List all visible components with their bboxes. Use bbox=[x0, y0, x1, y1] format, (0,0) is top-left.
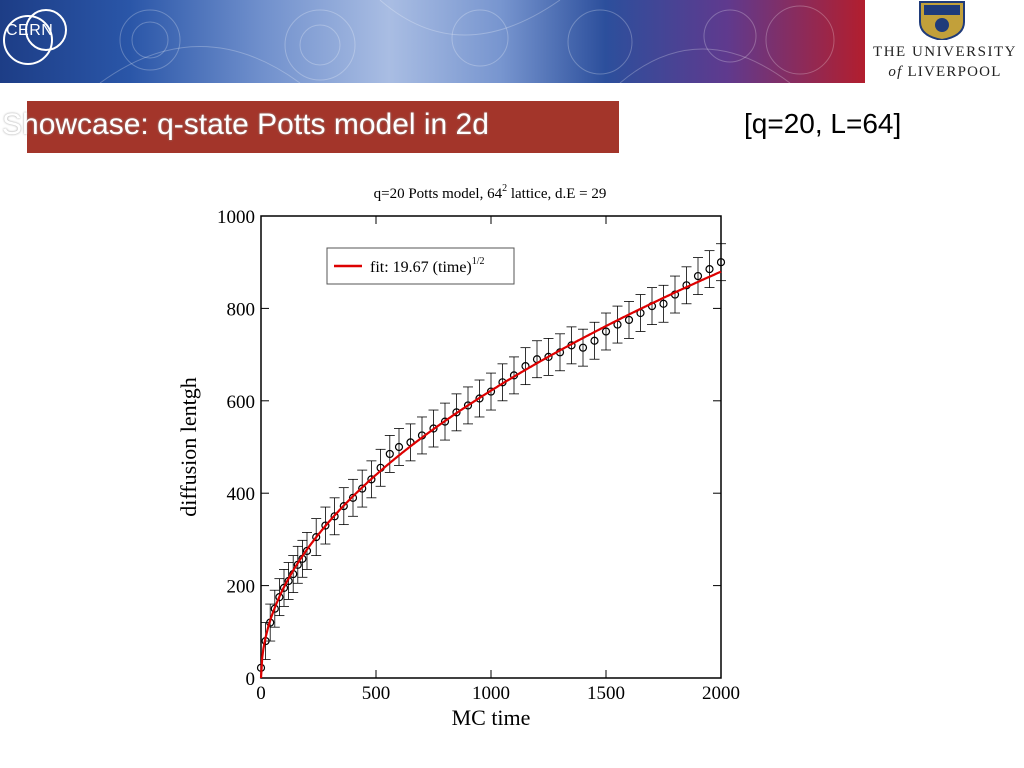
university-line-1: THE UNIVERSITY bbox=[873, 44, 1017, 60]
point-marker bbox=[275, 593, 284, 602]
y-tick-label: 800 bbox=[227, 299, 256, 320]
x-tick-label: 0 bbox=[256, 683, 266, 704]
point-marker bbox=[659, 299, 668, 308]
data-point bbox=[384, 435, 395, 473]
legend-label-sup: 1/2 bbox=[472, 256, 485, 267]
point-marker bbox=[429, 424, 438, 433]
data-point bbox=[520, 347, 531, 386]
data-point bbox=[555, 333, 565, 372]
x-axis-label: MC time bbox=[452, 705, 531, 730]
y-tick-label: 200 bbox=[227, 577, 256, 598]
x-tick-label: 1500 bbox=[587, 683, 625, 704]
university-name: LIVERPOOL bbox=[907, 64, 1002, 80]
data-points bbox=[256, 243, 726, 672]
data-point bbox=[601, 312, 611, 351]
point-marker bbox=[440, 417, 450, 426]
data-point bbox=[704, 250, 715, 289]
slide-title: Showcase: q-state Potts model in 2d bbox=[2, 108, 489, 141]
point-marker bbox=[302, 546, 312, 556]
point-marker bbox=[348, 493, 358, 502]
y-tick-label: 400 bbox=[227, 484, 256, 505]
chart-title: q=20 Potts model, 642 lattice, d.E = 29 bbox=[374, 183, 607, 202]
point-marker bbox=[339, 502, 348, 511]
cern-label: CERN bbox=[6, 22, 54, 39]
university-of: of bbox=[888, 64, 903, 80]
fit-line bbox=[259, 270, 722, 679]
data-point bbox=[589, 321, 600, 360]
plot-frame bbox=[260, 215, 722, 679]
data-point bbox=[283, 562, 294, 600]
chart: q=20 Potts model, 642 lattice, d.E = 29 … bbox=[176, 183, 740, 730]
data-point bbox=[578, 328, 588, 367]
point-marker bbox=[716, 258, 726, 267]
slide-subtitle: [q=20, L=64] bbox=[744, 108, 902, 139]
data-point bbox=[693, 257, 703, 295]
cern-logo bbox=[3, 9, 67, 65]
point-marker bbox=[367, 475, 376, 484]
x-tick-label: 1000 bbox=[472, 683, 510, 704]
header-banner: CERN bbox=[0, 0, 865, 83]
point-marker bbox=[385, 449, 394, 459]
point-marker bbox=[624, 315, 634, 325]
legend-label: fit: 19.67 (time)1/2 bbox=[370, 256, 485, 276]
data-point bbox=[624, 301, 634, 339]
data-point bbox=[658, 284, 669, 323]
point-marker bbox=[330, 512, 339, 521]
point-marker bbox=[475, 394, 484, 403]
point-marker bbox=[693, 271, 703, 281]
title-bar bbox=[27, 101, 619, 153]
y-tick-label: 0 bbox=[246, 669, 256, 690]
legend-label-main: fit: 19.67 (time) bbox=[370, 259, 472, 276]
point-marker bbox=[394, 442, 404, 452]
x-tick-label: 500 bbox=[362, 683, 391, 704]
point-marker bbox=[321, 521, 330, 530]
y-tick-label: 1000 bbox=[217, 207, 255, 228]
data-point bbox=[394, 428, 404, 466]
y-tick-label: 600 bbox=[227, 392, 256, 413]
point-marker bbox=[463, 401, 473, 410]
tick-labels: 0 500 1000 1500 2000 0 200 400 600 800 1000 bbox=[217, 207, 740, 704]
data-point bbox=[635, 294, 646, 332]
point-marker bbox=[705, 265, 714, 274]
data-point bbox=[532, 340, 542, 379]
point-marker bbox=[544, 352, 553, 362]
university-logo: THE UNIVERSITY of LIVERPOOL bbox=[866, 0, 1024, 88]
university-line-2: of LIVERPOOL bbox=[866, 64, 1024, 81]
point-marker bbox=[279, 583, 289, 593]
point-marker bbox=[578, 343, 588, 352]
data-point bbox=[405, 423, 416, 462]
legend: fit: 19.67 (time)1/2 bbox=[326, 247, 515, 285]
grid-ticks bbox=[260, 215, 722, 679]
point-marker bbox=[312, 532, 321, 542]
banner-decoration bbox=[99, 0, 835, 83]
point-marker bbox=[358, 484, 367, 493]
chart-title-main: q=20 Potts model, 64 bbox=[374, 186, 503, 202]
x-tick-label: 2000 bbox=[702, 683, 740, 704]
data-point bbox=[297, 539, 308, 578]
point-marker bbox=[590, 336, 599, 345]
point-marker bbox=[452, 408, 461, 417]
data-point bbox=[612, 305, 623, 344]
chart-title-sup: 2 bbox=[502, 183, 507, 194]
point-marker bbox=[601, 327, 611, 336]
chart-title-rest: lattice, d.E = 29 bbox=[507, 186, 606, 202]
data-point bbox=[716, 243, 726, 282]
y-axis-label: diffusion lentgh bbox=[176, 377, 201, 517]
university-crest-icon bbox=[919, 1, 965, 40]
